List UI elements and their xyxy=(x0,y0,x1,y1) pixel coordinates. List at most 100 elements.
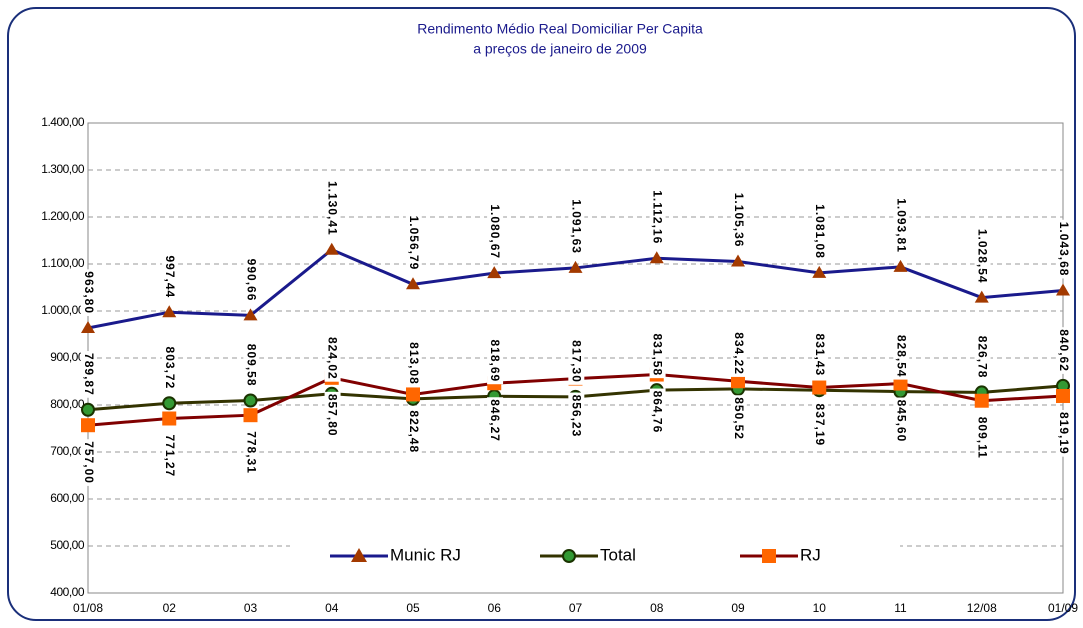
x-tick-label: 07 xyxy=(569,601,583,615)
data-label: 1.130,41 xyxy=(324,178,341,238)
data-label: 778,31 xyxy=(243,429,260,476)
marker xyxy=(812,380,827,395)
data-label: 1.105,36 xyxy=(730,190,747,250)
x-tick-label: 04 xyxy=(325,601,339,615)
label-bg xyxy=(324,391,341,439)
marker xyxy=(812,265,827,278)
marker xyxy=(81,321,95,334)
value-label: 831,58 xyxy=(651,333,665,376)
value-label: 1.112,16 xyxy=(651,190,665,244)
data-label: 990,66 xyxy=(243,256,260,304)
label-bg xyxy=(405,408,422,456)
data-label: 1.081,08 xyxy=(812,202,829,261)
value-label: 803,72 xyxy=(163,347,177,390)
data-label: 1.112,16 xyxy=(649,188,666,247)
value-label: 809,58 xyxy=(244,344,258,387)
data-label: 831,43 xyxy=(812,331,829,379)
chart-subtitle: a preços de janeiro de 2009 xyxy=(473,41,647,57)
marker xyxy=(406,277,420,290)
x-tick-label: 09 xyxy=(731,601,745,615)
label-bg xyxy=(487,397,504,444)
data-label: 846,27 xyxy=(487,397,504,444)
data-label: 831,58 xyxy=(649,331,666,379)
label-bg xyxy=(568,338,585,385)
value-label: 813,08 xyxy=(407,342,421,385)
data-label: 826,78 xyxy=(974,333,991,381)
marker xyxy=(487,266,502,279)
y-tick-label: 1.400,00 xyxy=(41,115,85,129)
value-label: 818,69 xyxy=(488,340,502,383)
marker xyxy=(162,396,177,411)
value-label: 963,80 xyxy=(82,271,96,314)
legend-label: RJ xyxy=(800,545,821,564)
label-bg xyxy=(162,432,179,480)
value-label: 856,23 xyxy=(569,395,583,438)
data-label: 809,11 xyxy=(974,414,991,461)
data-label: 864,76 xyxy=(649,388,666,436)
value-label: 824,02 xyxy=(326,337,340,380)
data-label: 757,00 xyxy=(80,439,97,486)
value-label: 840,62 xyxy=(1057,329,1071,372)
label-bg xyxy=(80,351,97,398)
label-bg xyxy=(568,392,585,440)
value-label: 990,66 xyxy=(244,259,258,302)
label-bg xyxy=(243,256,260,304)
label-bg xyxy=(730,330,747,377)
data-label: 789,87 xyxy=(80,351,97,398)
marker xyxy=(974,393,989,408)
label-bg xyxy=(1055,409,1072,457)
value-label: 1.028,54 xyxy=(976,229,990,284)
value-label: 1.091,63 xyxy=(569,199,583,254)
legend-marker xyxy=(562,549,576,563)
value-label: 789,87 xyxy=(82,353,96,396)
label-bg xyxy=(812,331,829,379)
x-tick-label: 10 xyxy=(813,601,827,615)
value-label: 850,52 xyxy=(732,397,746,440)
y-tick-label: 900,00 xyxy=(50,350,85,364)
y-tick-label: 800,00 xyxy=(50,397,85,411)
label-bg xyxy=(812,401,829,449)
data-label: 856,23 xyxy=(568,392,585,440)
value-label: 1.105,36 xyxy=(732,193,746,248)
data-label: 1.093,81 xyxy=(893,196,910,255)
label-bg xyxy=(324,178,341,238)
label-bg xyxy=(405,340,422,387)
label-bg xyxy=(649,331,666,379)
x-tick-label: 08 xyxy=(650,601,664,615)
value-label: 857,80 xyxy=(326,394,340,437)
marker xyxy=(568,260,583,273)
label-bg xyxy=(243,429,260,476)
value-label: 778,31 xyxy=(244,431,258,474)
value-label: 757,00 xyxy=(82,441,96,484)
value-label: 997,44 xyxy=(163,256,177,299)
data-label: 834,22 xyxy=(730,330,747,377)
label-bg xyxy=(974,226,991,286)
label-bg xyxy=(893,196,910,255)
label-bg xyxy=(730,395,747,442)
data-label: 813,08 xyxy=(405,340,422,387)
value-label: 809,11 xyxy=(976,417,990,459)
label-bg xyxy=(649,388,666,436)
x-tick-label: 01/09 xyxy=(1048,601,1078,615)
data-label: 809,58 xyxy=(243,341,260,389)
marker xyxy=(81,418,95,433)
label-bg xyxy=(243,341,260,389)
marker xyxy=(406,387,420,402)
value-label: 1.080,67 xyxy=(488,204,502,259)
data-label: 857,80 xyxy=(324,391,341,439)
data-label: 818,69 xyxy=(487,337,504,385)
marker xyxy=(81,402,95,417)
label-bg xyxy=(487,202,504,262)
data-label: 1.028,54 xyxy=(974,226,991,286)
label-bg xyxy=(730,190,747,250)
legend-label: Munic RJ xyxy=(390,545,461,564)
label-bg xyxy=(162,253,179,301)
label-bg xyxy=(568,197,585,256)
y-tick-label: 600,00 xyxy=(50,491,85,505)
x-tick-label: 01/08 xyxy=(73,601,103,615)
value-label: 864,76 xyxy=(651,391,665,434)
label-bg xyxy=(812,202,829,261)
label-bg xyxy=(324,335,341,382)
value-label: 817,30 xyxy=(569,340,583,383)
